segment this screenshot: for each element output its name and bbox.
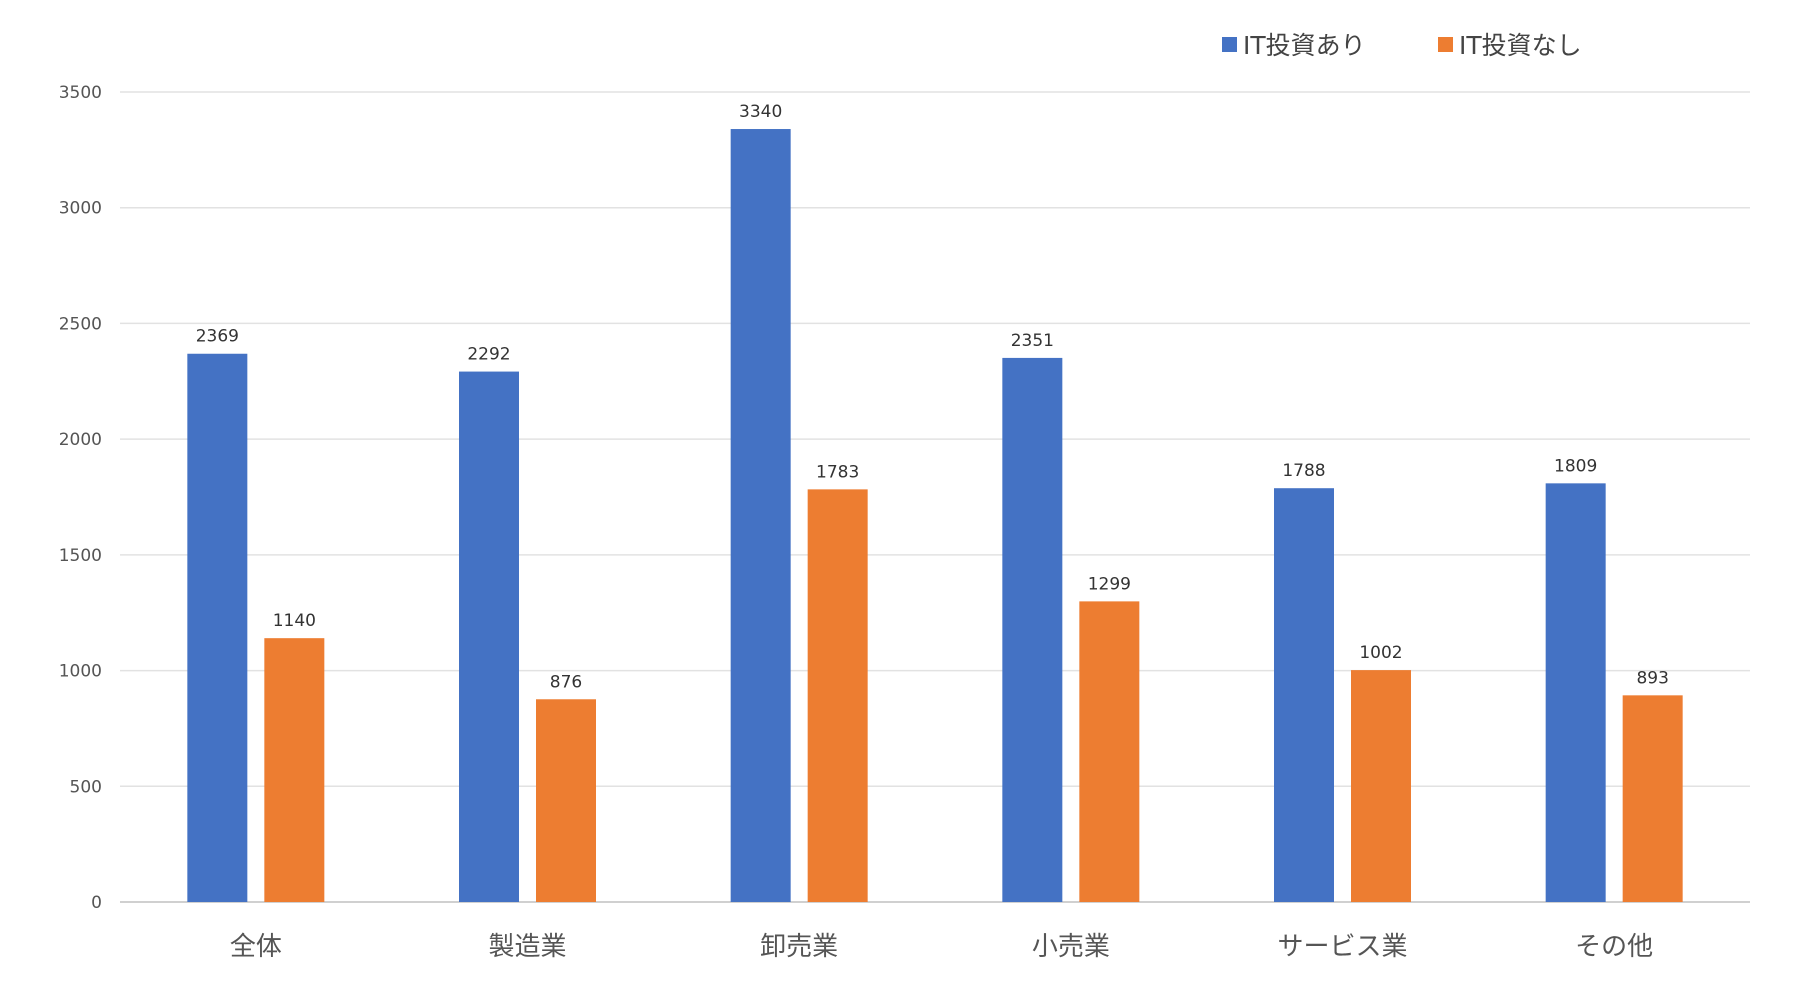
data-label: 1140	[273, 611, 316, 631]
category-label: 全体	[230, 932, 282, 962]
data-labels: 2369 1140 2292 876 3340 1783 2351 1299 1788 1002 1…	[196, 102, 1669, 692]
bars	[187, 129, 1683, 903]
data-label: 1809	[1554, 456, 1597, 476]
data-label: 3340	[739, 102, 782, 122]
bar-series-1	[187, 353, 248, 902]
y-tick-label: 1000	[59, 662, 102, 682]
y-tick-label: 0	[91, 893, 102, 913]
bar-series-2	[1079, 601, 1140, 902]
gridlines	[120, 91, 1750, 903]
data-label: 1299	[1088, 574, 1131, 594]
legend-label: IT投資なし	[1459, 31, 1582, 60]
bar-series-1	[1274, 488, 1334, 902]
category-label: その他	[1575, 932, 1653, 962]
data-label: 876	[550, 672, 582, 692]
bar-series-1	[459, 371, 519, 903]
bar-series-2	[1351, 670, 1411, 902]
y-tick-label: 3500	[59, 83, 102, 103]
legend-swatch	[1438, 37, 1453, 52]
bar-series-1	[1002, 357, 1063, 902]
data-label: 1783	[816, 462, 859, 482]
y-tick-label: 2500	[59, 314, 102, 334]
legend: IT投資あり IT投資なし	[1222, 31, 1582, 60]
category-label: 製造業	[488, 932, 566, 962]
category-label: サービス業	[1277, 932, 1407, 962]
legend-label: IT投資あり	[1243, 31, 1366, 60]
bar-series-1	[1545, 483, 1606, 902]
data-label: 893	[1636, 668, 1668, 688]
bar-series-2	[536, 699, 596, 902]
data-label: 1002	[1359, 643, 1402, 663]
y-tick-label: 1500	[59, 546, 102, 566]
y-axis-tick-labels: 0 500 1000 1500 2000 2500 3000 3500	[59, 83, 102, 913]
data-label: 2292	[467, 345, 510, 365]
y-tick-label: 3000	[59, 199, 102, 219]
category-label: 卸売業	[760, 932, 838, 962]
x-axis-category-labels: 全体 製造業 卸売業 小売業 サービス業 その他	[230, 932, 1653, 962]
bar-series-2	[1622, 695, 1683, 902]
category-label: 小売業	[1032, 932, 1110, 962]
data-label: 2369	[196, 327, 239, 347]
bar-series-2	[807, 489, 868, 902]
data-label: 1788	[1282, 461, 1325, 481]
bar-series-2	[264, 638, 325, 902]
y-tick-label: 2000	[59, 430, 102, 450]
bar-series-1	[730, 129, 791, 902]
y-tick-label: 500	[70, 777, 102, 797]
legend-swatch	[1222, 37, 1237, 52]
data-label: 2351	[1011, 331, 1054, 351]
